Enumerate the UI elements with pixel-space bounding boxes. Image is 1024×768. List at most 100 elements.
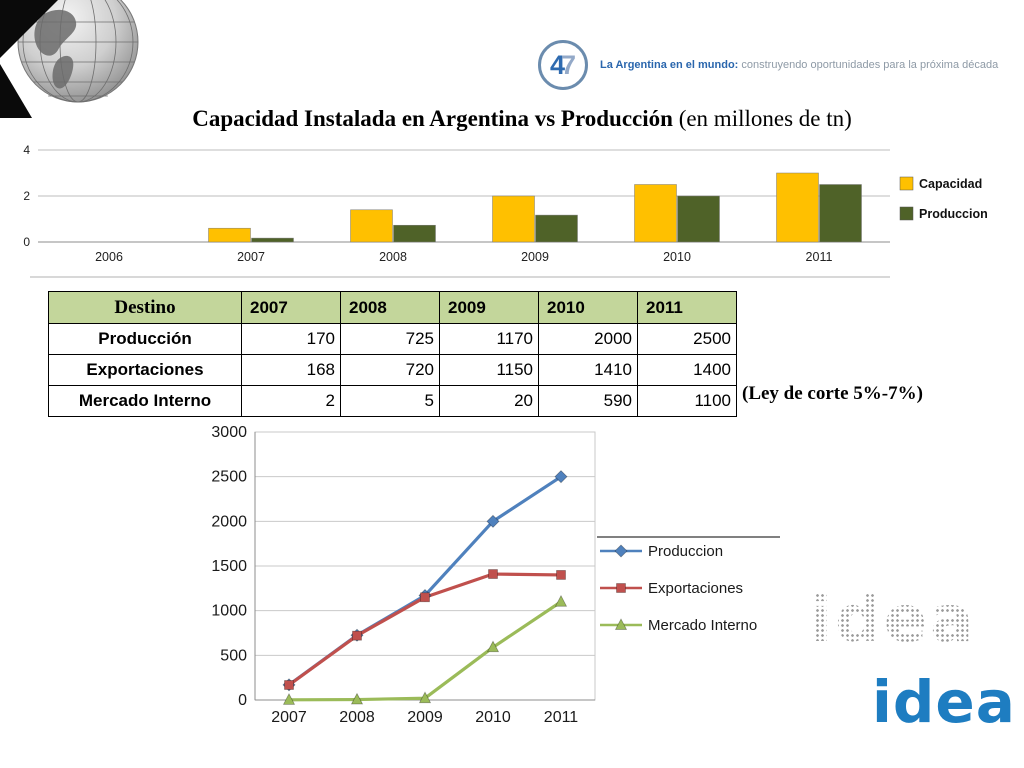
idea-logo: idea: [872, 668, 1016, 736]
brand-tagline: La Argentina en el mundo: construyendo o…: [600, 59, 998, 71]
line-y-tick-label: 2000: [211, 513, 247, 530]
marker-Mercado Interno: [350, 692, 364, 705]
line-chart-svg: 0 500 1000 1500 2000 2500 3000 2007 2008 2009 2010…: [211, 424, 780, 726]
bar-Produccion-2010: [677, 195, 720, 243]
logo-digit-7: 7: [561, 49, 577, 80]
table-header-row: Destino 2007 2008 2009 2010 2011: [48, 291, 737, 324]
legend-swatch-Produccion: [899, 206, 914, 221]
table-header-2010: 2010: [538, 291, 638, 324]
marker-Mercado Interno: [486, 640, 500, 653]
cell-value: 168: [241, 354, 341, 386]
legend-label-Exportaciones: Exportaciones: [648, 580, 743, 597]
data-table: Destino 2007 2008 2009 2010 2011 Producción 170…: [48, 291, 737, 417]
bar-Produccion-2011: [819, 184, 862, 243]
table-row: Mercado Interno 2 5 20 590 1100: [48, 385, 737, 417]
cell-value: 2500: [637, 323, 737, 355]
bar-y-tick-label: 0: [23, 235, 30, 249]
cell-value: 1170: [439, 323, 539, 355]
line-y-tick-label: 0: [238, 692, 247, 709]
table-header-2009: 2009: [439, 291, 539, 324]
cell-value: 2000: [538, 323, 638, 355]
legend-swatch-Capacidad: [899, 176, 914, 191]
brand-header: 4 7 La Argentina en el mundo: construyen…: [538, 40, 998, 90]
marker-Exportaciones: [616, 583, 626, 593]
line-x-tick-label: 2009: [407, 709, 443, 726]
bar-y-tick-label: 4: [23, 143, 30, 157]
legend-label-Capacidad: Capacidad: [919, 177, 982, 191]
bar-x-tick-label: 2008: [379, 250, 407, 264]
brand-tagline-bold: La Argentina en el mundo:: [600, 59, 739, 71]
table-header-destino: Destino: [48, 291, 242, 324]
marker-Produccion: [614, 544, 628, 558]
bar-Produccion-2009: [535, 214, 578, 243]
annotation-ley-de-corte: (Ley de corte 5%-7%): [742, 383, 923, 404]
bar-Produccion-2007: [251, 237, 294, 243]
bar-y-tick-label: 2: [23, 189, 30, 203]
cell-value: 1150: [439, 354, 539, 386]
line-x-tick-label: 2007: [271, 709, 307, 726]
legend-label-Produccion: Produccion: [648, 543, 723, 560]
marker-Exportaciones: [352, 630, 362, 641]
marker-Exportaciones: [488, 569, 498, 579]
bar-x-tick-label: 2010: [663, 250, 691, 264]
cell-value: 725: [340, 323, 440, 355]
logo-digit-4: 4: [549, 49, 565, 80]
cell-value: 1410: [538, 354, 638, 386]
marker-Exportaciones: [556, 570, 566, 580]
bar-Capacidad-2011: [776, 172, 819, 243]
cell-value: 2: [241, 385, 341, 417]
line-x-tick-label: 2010: [475, 709, 511, 726]
line-x-tick-label: 2008: [339, 709, 375, 726]
idea-watermark: idea: [810, 583, 977, 657]
bar-chart-svg: 0 2 4 2006 2007 2008 2009 2010 2011 Capacidad Prod…: [23, 143, 988, 278]
corner-shape: [0, 0, 58, 58]
cell-value: 1100: [637, 385, 737, 417]
table-header-2011: 2011: [637, 291, 737, 324]
table-row: Producción 170 725 1170 2000 2500: [48, 323, 737, 355]
globe-logo: [0, 0, 139, 118]
table-header-2007: 2007: [241, 291, 341, 324]
bar-x-tick-label: 2009: [521, 250, 549, 264]
table-row: Exportaciones 168 720 1150 1410 1400: [48, 354, 737, 386]
line-y-tick-label: 1000: [211, 603, 247, 620]
cell-value: 5: [340, 385, 440, 417]
globe-continent: [34, 9, 77, 56]
row-label: Producción: [48, 323, 242, 355]
row-label: Exportaciones: [48, 354, 242, 386]
cell-value: 170: [241, 323, 341, 355]
bar-x-tick-label: 2006: [95, 250, 123, 264]
bar-Capacidad-2007: [208, 227, 251, 243]
marker-Produccion: [554, 470, 568, 484]
title-regular: (en millones de tn): [672, 106, 852, 131]
cell-value: 590: [538, 385, 638, 417]
bar-x-tick-label: 2011: [806, 250, 833, 264]
coloquio-47-logo: 4 7: [538, 40, 588, 90]
bar-x-tick-label: 2007: [237, 250, 265, 264]
page-title: Capacidad Instalada en Argentina vs Prod…: [40, 106, 1004, 132]
line-y-tick-label: 1500: [211, 558, 247, 575]
cell-value: 720: [340, 354, 440, 386]
legend-label-Produccion: Produccion: [919, 207, 988, 221]
line-y-tick-label: 2500: [211, 469, 247, 486]
title-bold: Capacidad Instalada en Argentina vs Prod…: [192, 106, 673, 131]
marker-Exportaciones: [284, 680, 294, 690]
brand-tagline-regular: construyendo oportunidades para la próxi…: [738, 59, 999, 71]
marker-Produccion: [486, 514, 500, 528]
bar-Capacidad-2008: [350, 209, 393, 243]
bar-Capacidad-2010: [634, 184, 677, 243]
cell-value: 1400: [637, 354, 737, 386]
legend-label-Mercado Interno: Mercado Interno: [648, 617, 757, 634]
cell-value: 20: [439, 385, 539, 417]
marker-Mercado Interno: [554, 594, 568, 607]
bar-Capacidad-2009: [492, 195, 535, 243]
table-header-2008: 2008: [340, 291, 440, 324]
line-y-tick-label: 3000: [211, 425, 247, 441]
bar-Produccion-2008: [393, 224, 436, 243]
marker-Exportaciones: [420, 592, 430, 603]
line-y-tick-label: 500: [220, 647, 247, 664]
marker-Mercado Interno: [614, 618, 628, 630]
row-label: Mercado Interno: [48, 385, 242, 417]
line-chart: 0 500 1000 1500 2000 2500 3000 2007 2008 2009 2010…: [195, 424, 795, 750]
marker-Mercado Interno: [282, 693, 296, 705]
